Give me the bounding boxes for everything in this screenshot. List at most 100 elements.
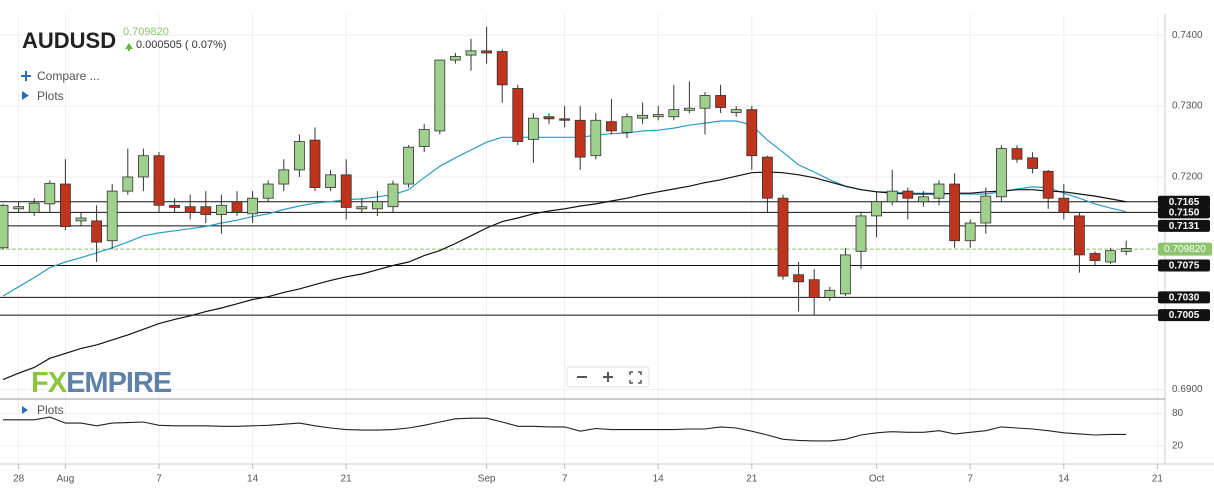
candle-body	[746, 109, 758, 157]
candle-body	[215, 204, 227, 215]
candle-body	[418, 129, 430, 147]
candle-body	[184, 206, 196, 213]
candle-body	[762, 156, 773, 199]
candle-body	[590, 119, 602, 157]
candle-body	[699, 95, 711, 109]
x-tick-label: 7	[562, 474, 568, 485]
y-tick-label: 0.7200	[1172, 172, 1203, 183]
y-tick-label: 80	[1172, 408, 1184, 419]
compare-button[interactable]: Compare ...	[21, 69, 100, 83]
up-arrow-icon	[128, 48, 130, 51]
x-tick-label: 28	[13, 474, 25, 485]
last-price-label: 0.709820	[1164, 244, 1206, 255]
candle-body	[1089, 253, 1101, 261]
candle-body	[652, 114, 664, 118]
zoom-controls	[566, 366, 650, 388]
plots-toggle[interactable]: Plots	[22, 89, 64, 103]
level-label-box	[1158, 206, 1210, 219]
candle-body	[964, 222, 976, 242]
candle-body	[247, 197, 259, 215]
x-tick-label: 14	[247, 474, 259, 485]
last-price: 0.709820	[123, 26, 169, 38]
candle-body	[28, 202, 40, 213]
x-tick-label: 21	[1152, 474, 1164, 485]
candle-body	[980, 195, 992, 224]
candle-body	[730, 109, 742, 113]
candle-body	[278, 169, 290, 185]
candle-body	[777, 197, 789, 277]
candle-body	[91, 220, 102, 243]
candle-body	[840, 254, 851, 295]
candle-body	[1058, 197, 1070, 213]
level-label: 0.7131	[1169, 221, 1200, 232]
y-tick-label: 0.7300	[1172, 101, 1203, 112]
candle-body	[75, 217, 87, 222]
candle-body	[169, 204, 181, 208]
x-tick-label: 21	[341, 474, 353, 485]
candle-body	[403, 146, 415, 185]
plots-toggle-lower[interactable]: Plots	[22, 403, 64, 417]
x-tick-label: 14	[653, 474, 665, 485]
grid	[0, 14, 1165, 464]
level-label: 0.7075	[1169, 261, 1200, 272]
level-label: 0.7165	[1169, 197, 1200, 208]
candle-body	[200, 206, 212, 215]
symbol-title: AUDUSD	[22, 28, 116, 53]
candle-body	[668, 109, 680, 118]
candle-body	[559, 118, 570, 121]
expand-icon	[22, 91, 29, 100]
candle-body	[996, 148, 1007, 198]
last-price-box	[1158, 242, 1212, 256]
candle-body	[60, 183, 71, 227]
candle-body	[231, 201, 243, 213]
candle-body	[153, 155, 165, 206]
candle-body	[886, 190, 898, 203]
candle-body	[465, 50, 477, 56]
logo-empire: EMPIRE	[66, 367, 172, 399]
candle-body	[1120, 248, 1132, 252]
candle-body	[855, 215, 867, 252]
candle-body	[44, 182, 56, 205]
plots-label[interactable]: Plots	[37, 403, 64, 417]
candle-body	[574, 119, 586, 158]
candle-body	[528, 117, 539, 140]
candle-body	[13, 206, 25, 210]
candle-body	[621, 116, 633, 133]
x-tick-label: Oct	[869, 474, 885, 485]
candle-body	[1074, 215, 1085, 256]
candle-body	[137, 155, 149, 178]
price-change: 0.000505 ( 0.07%)	[136, 39, 227, 51]
level-label-box	[1158, 259, 1210, 272]
candle-body	[715, 95, 726, 108]
fullscreen[interactable]	[629, 371, 642, 384]
candle-body	[512, 87, 524, 142]
candle-body	[949, 183, 960, 242]
candle-body	[293, 141, 305, 171]
level-label: 0.7150	[1169, 208, 1200, 219]
plots-label[interactable]: Plots	[37, 89, 64, 103]
marks	[0, 26, 1158, 442]
level-label: 0.7030	[1169, 293, 1200, 304]
x-tick-label: 7	[967, 474, 973, 485]
candle-body	[262, 183, 274, 199]
candle-body	[808, 279, 820, 298]
candle-body	[918, 196, 929, 203]
x-tick-label: 7	[156, 474, 162, 485]
candle-body	[496, 51, 508, 86]
logo: FXEMPIRE	[31, 367, 172, 399]
candle-body	[434, 59, 446, 132]
candle-body	[309, 139, 321, 188]
candle-body	[1011, 148, 1023, 160]
candle-body	[356, 206, 368, 210]
level-label: 0.7005	[1169, 310, 1200, 321]
labels: 28 Aug 7 14 21 Sep 7 14 21 Oct 7 14 21 0.7400 0.7300 0.…	[13, 30, 1212, 485]
level-label-box	[1158, 195, 1210, 208]
candle-body	[387, 183, 399, 208]
indicator-line	[3, 416, 1127, 442]
candle-body	[933, 183, 945, 199]
compare-label[interactable]: Compare ...	[37, 69, 100, 83]
candle-body	[1042, 170, 1054, 199]
candle-body	[1105, 250, 1116, 263]
candle-body	[371, 201, 383, 210]
